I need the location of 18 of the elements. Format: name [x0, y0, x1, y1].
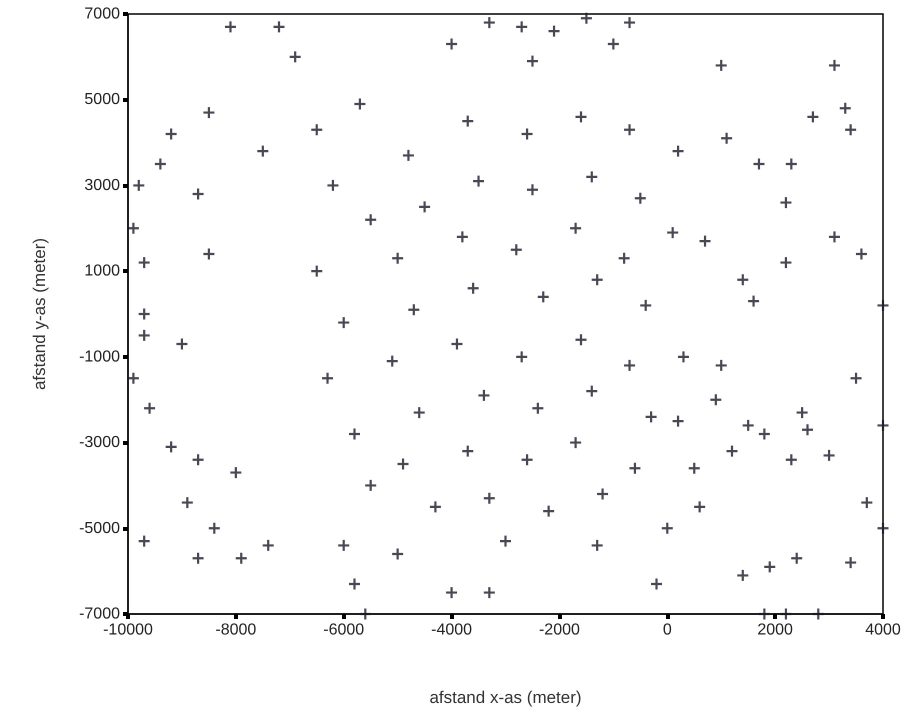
x-tick-label: 4000 [865, 622, 901, 638]
y-tick-label: 1000 [84, 262, 120, 280]
x-tick-label: 2000 [757, 622, 794, 638]
x-tick-label: -6000 [323, 622, 364, 638]
y-tick-label: -7000 [79, 606, 120, 622]
x-tick-label: -10000 [103, 622, 154, 638]
y-tick-label: -5000 [79, 520, 120, 537]
y-tick-label: 7000 [84, 6, 120, 22]
x-axis-title: afstand x-as (meter) [429, 688, 582, 707]
x-tick-label: -2000 [538, 622, 580, 638]
y-tick-label: -1000 [79, 348, 120, 366]
y-tick-label: 3000 [84, 176, 120, 194]
y-tick-label: -3000 [79, 434, 120, 452]
x-tick-label: 0 [662, 622, 672, 638]
y-axis-title: afstand y-as (meter) [30, 238, 49, 390]
x-tick-label: -4000 [431, 622, 472, 638]
y-tick-label: 5000 [84, 91, 120, 108]
x-tick-label: -8000 [215, 622, 256, 638]
